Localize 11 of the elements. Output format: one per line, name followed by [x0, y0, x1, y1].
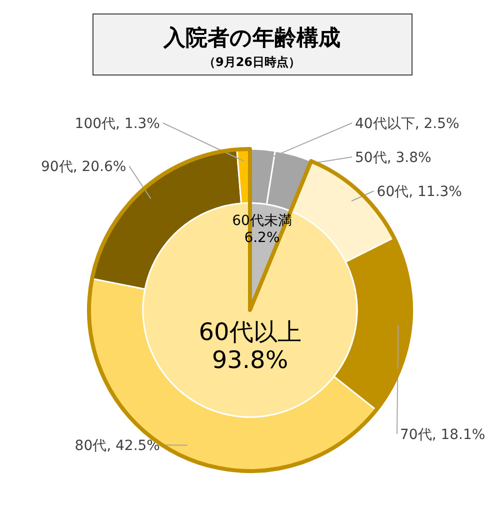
slice-label: 100代, 1.3%	[74, 116, 160, 132]
slice-label: 50代, 3.8%	[355, 150, 432, 166]
chart-subtitle: （9月26日時点）	[203, 55, 301, 69]
slice-label: 70代, 18.1%	[400, 426, 486, 443]
slice-label: 40代以下, 2.5%	[355, 116, 460, 132]
slice-label: 80代, 42.5%	[74, 438, 160, 454]
data-label: 93.8%	[212, 346, 288, 374]
slice-label: 60代, 11.3%	[376, 184, 462, 200]
slice-label: 90代, 20.6%	[41, 159, 126, 176]
chart-title: 入院者の年齢構成	[162, 26, 340, 51]
slice-label: 60代以上	[198, 318, 302, 346]
